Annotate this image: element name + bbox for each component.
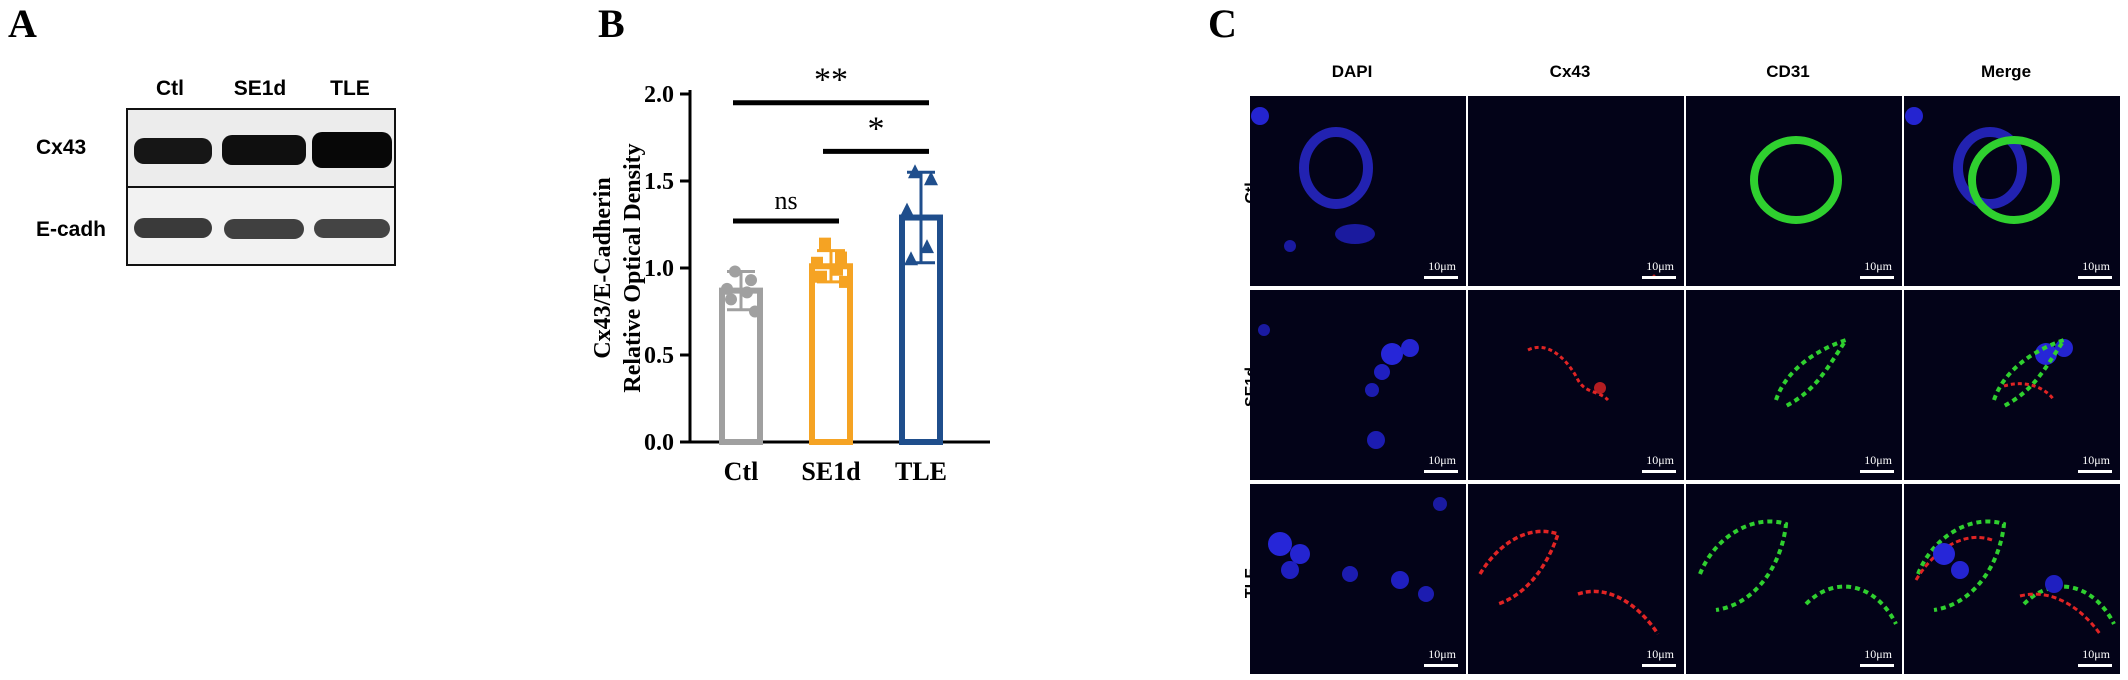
if-image-ctl-cx43: 10μm <box>1468 96 1684 286</box>
significance-label: ns <box>774 186 797 215</box>
if-image-se1d-cx43: 10μm <box>1468 290 1684 480</box>
wb-lane-label: TLE <box>330 77 370 100</box>
data-point <box>745 274 757 287</box>
y-tick-label: 1.5 <box>644 169 674 195</box>
scale-bar-label: 10μm <box>1864 647 1892 661</box>
if-image-se1d-cd31: 10μm <box>1686 290 1902 480</box>
if-image-tle-cx43: 10μm <box>1468 484 1684 674</box>
scale-bar <box>1860 470 1894 473</box>
wb-lane-label: Ctl <box>156 77 184 100</box>
if-image-ctl-merge: 10μm <box>1904 96 2120 286</box>
data-point <box>749 305 761 318</box>
data-point <box>741 286 753 299</box>
data-point <box>721 282 733 295</box>
data-point <box>819 237 831 250</box>
wb-row-label-cx43: Cx43 <box>36 136 87 159</box>
scale-bar <box>2078 276 2112 279</box>
data-point <box>811 256 823 269</box>
channel-label-dapi: DAPI <box>1331 62 1373 81</box>
panel-letter-c: C <box>1208 1 1237 46</box>
x-tick-label: SE1d <box>801 457 861 486</box>
if-image-tle-merge: 10μm <box>1904 484 2120 674</box>
data-point <box>729 265 741 278</box>
channel-label-cx43: Cx43 <box>1549 62 1591 81</box>
data-point <box>908 164 922 179</box>
scale-bar <box>1860 664 1894 667</box>
wb-band <box>224 219 304 239</box>
wb-band <box>312 132 392 168</box>
if-image-tle-dapi: 10μm <box>1250 484 1466 674</box>
if-image-ctl-cd31: 10μm <box>1686 96 1902 286</box>
panel-letter-b: B <box>598 1 625 46</box>
significance-label: * <box>868 110 885 147</box>
channel-label-cd31: CD31 <box>1766 62 1810 81</box>
scale-bar-label: 10μm <box>1428 259 1456 273</box>
if-image-ctl-dapi: 10μm <box>1250 96 1466 286</box>
data-point <box>920 239 934 254</box>
scale-bar-label: 10μm <box>1428 647 1456 661</box>
if-image-se1d-merge: 10μm <box>1904 290 2120 480</box>
wb-band <box>222 135 306 165</box>
scale-bar <box>1642 664 1676 667</box>
data-point <box>924 171 938 186</box>
scale-bar-label: 10μm <box>1428 453 1456 467</box>
panel-letter-a: A <box>8 1 37 46</box>
scale-bar-label: 10μm <box>2082 647 2110 661</box>
scale-bar-label: 10μm <box>1646 647 1674 661</box>
scale-bar-label: 10μm <box>1864 259 1892 273</box>
data-point <box>831 263 843 276</box>
bar <box>809 263 853 445</box>
data-point <box>835 251 847 264</box>
y-tick-label: 2.0 <box>644 82 674 108</box>
data-point <box>725 293 737 306</box>
scale-bar-label: 10μm <box>2082 259 2110 273</box>
scale-bar-label: 10μm <box>1646 453 1674 467</box>
wb-blot-cx43 <box>126 108 396 188</box>
scale-bar <box>1860 276 1894 279</box>
wb-lane-label: SE1d <box>233 77 287 100</box>
scale-bar <box>1424 664 1458 667</box>
data-point <box>839 275 851 288</box>
data-point <box>815 270 827 283</box>
y-axis-label: Relative Optical Density <box>620 143 646 392</box>
scale-bar-label: 10μm <box>1864 453 1892 467</box>
wb-band <box>134 218 212 238</box>
bar-chart: 0.0 0.5 1.0 1.5 2.0 Cx43/E-Cadherin Relative O… <box>590 62 990 486</box>
if-image-tle-cd31: 10μm <box>1686 484 1902 674</box>
scale-bar <box>2078 470 2112 473</box>
scale-bar <box>1642 470 1676 473</box>
wb-row-label-ecadh: E-cadh <box>36 218 107 241</box>
scale-bar <box>2078 664 2112 667</box>
scale-bar-label: 10μm <box>1646 259 1674 273</box>
y-tick-label: 0.0 <box>644 430 674 456</box>
x-tick-label: Ctl <box>724 457 759 486</box>
wb-band <box>134 138 212 164</box>
scale-bar <box>1424 470 1458 473</box>
data-point <box>900 202 914 217</box>
x-tick-label: TLE <box>895 457 947 486</box>
scale-bar <box>1424 276 1458 279</box>
y-axis-label: Cx43/E-Cadherin <box>590 177 616 358</box>
y-tick-label: 0.5 <box>644 343 674 369</box>
scale-bar <box>1642 276 1676 279</box>
y-tick-label: 1.0 <box>644 256 674 282</box>
significance-label: ** <box>814 62 848 99</box>
wb-blot-ecadh <box>126 186 396 266</box>
data-point <box>904 251 918 266</box>
wb-band <box>314 219 390 238</box>
channel-label-merge: Merge <box>1980 62 2032 81</box>
if-image-se1d-dapi: 10μm <box>1250 290 1466 480</box>
scale-bar-label: 10μm <box>2082 453 2110 467</box>
